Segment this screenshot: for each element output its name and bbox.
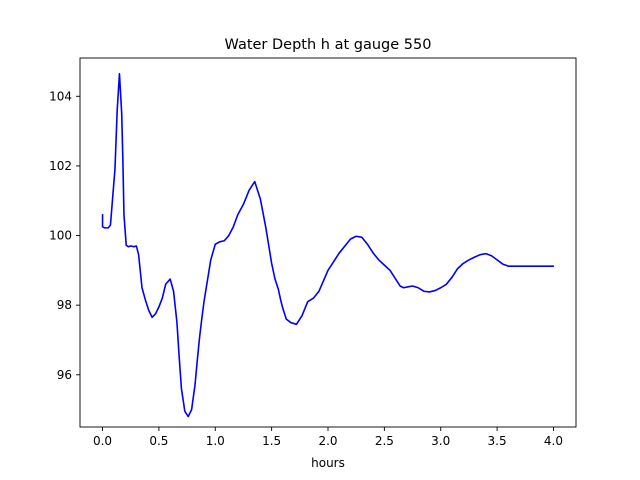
x-tick-label: 4.0 xyxy=(544,434,563,448)
x-axis: 0.0 0.5 1.0 1.5 2.0 2.5 3.0 3.5 4.0 xyxy=(93,427,563,448)
y-tick-label: 104 xyxy=(49,89,72,103)
x-tick-label: 1.5 xyxy=(262,434,281,448)
x-tick-label: 3.5 xyxy=(488,434,507,448)
x-tick-label: 1.0 xyxy=(206,434,225,448)
x-tick-label: 2.0 xyxy=(318,434,337,448)
plot-area xyxy=(79,57,577,428)
series-line-0 xyxy=(101,72,555,418)
y-axis: 96 98 100 102 104 xyxy=(49,89,80,382)
chart-title: Water Depth h at gauge 550 xyxy=(225,37,432,53)
plot-frame xyxy=(79,57,577,428)
x-tick-label: 3.0 xyxy=(431,434,450,448)
y-tick-label: 96 xyxy=(57,368,72,382)
x-axis-label: hours xyxy=(311,456,345,470)
x-tick-label: 0.0 xyxy=(93,434,112,448)
x-tick-label: 2.5 xyxy=(375,434,394,448)
y-tick-label: 98 xyxy=(57,298,72,312)
y-tick-label: 102 xyxy=(49,159,72,173)
x-tick-label: 0.5 xyxy=(149,434,168,448)
y-tick-label: 100 xyxy=(49,229,72,243)
